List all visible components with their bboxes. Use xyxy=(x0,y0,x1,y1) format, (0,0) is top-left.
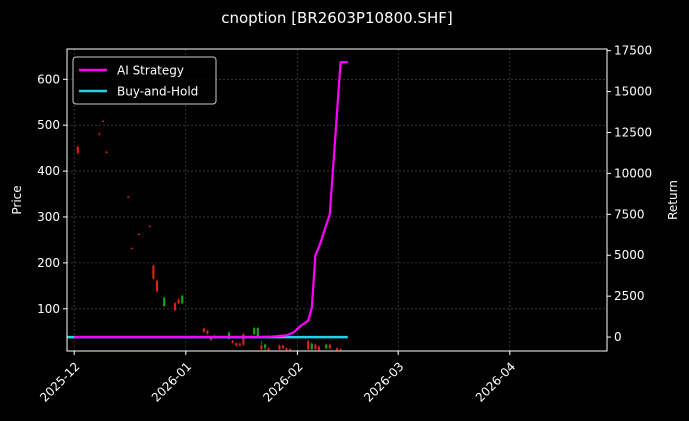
chart-title: cnoption [BR2603P10800.SHF] xyxy=(221,9,453,27)
candle-body xyxy=(148,226,151,228)
candle-body xyxy=(163,297,166,307)
candle-body xyxy=(202,328,205,332)
y-tick-label: 600 xyxy=(37,72,60,86)
y-tick-label: 200 xyxy=(37,256,60,270)
y-tick-label: 100 xyxy=(37,302,60,316)
candle-body xyxy=(317,346,321,351)
y2-tick-label: 17500 xyxy=(614,44,652,58)
plot-frame xyxy=(66,48,608,352)
candle-body xyxy=(267,348,270,351)
candle-body xyxy=(209,338,213,340)
y-tick-label: 500 xyxy=(37,118,60,132)
candle-body xyxy=(328,344,331,349)
legend-label-ai-strategy: AI Strategy xyxy=(117,64,184,78)
legend: AI Strategy Buy-and-Hold xyxy=(72,56,217,105)
y2-tick-label: 2500 xyxy=(614,289,645,303)
y-axis-left: 100 200 300 400 500 600 xyxy=(37,72,67,316)
candle-body xyxy=(325,344,328,349)
candle-body xyxy=(285,348,288,351)
candle-body xyxy=(335,348,339,351)
candle-body xyxy=(181,295,184,304)
y-tick-label: 400 xyxy=(37,164,60,178)
candle-body xyxy=(310,343,313,350)
candle-body xyxy=(127,196,130,198)
candle-body xyxy=(177,299,180,304)
y-axis-right: 0 2500 5000 7500 10000 12500 15000 17500 xyxy=(607,44,652,344)
y2-tick-label: 0 xyxy=(614,330,622,344)
candle-body xyxy=(101,121,105,123)
candle-body xyxy=(227,332,231,339)
grid xyxy=(67,49,607,351)
candle-body xyxy=(238,343,241,346)
candle-body xyxy=(260,345,263,350)
y2-tick-label: 12500 xyxy=(614,125,652,139)
candle-body xyxy=(105,151,108,153)
y2-tick-label: 7500 xyxy=(614,207,645,221)
candles xyxy=(76,120,342,351)
y2-tick-label: 5000 xyxy=(614,248,645,262)
candle-body xyxy=(242,334,245,345)
candle-body xyxy=(231,340,234,343)
y2-tick-label: 10000 xyxy=(614,166,652,180)
candle-body xyxy=(307,340,310,350)
candle-body xyxy=(339,349,342,351)
candle-body xyxy=(289,349,292,351)
candle-body xyxy=(98,133,101,135)
candle-body xyxy=(281,345,285,349)
candle-body xyxy=(76,147,79,153)
series-lines xyxy=(67,60,348,339)
candle-body xyxy=(137,233,141,235)
candle-body xyxy=(173,303,177,311)
candle-body xyxy=(155,280,159,292)
legend-label-buy-and-hold: Buy-and-Hold xyxy=(117,85,198,99)
candle-body xyxy=(235,343,238,346)
candle-body xyxy=(278,345,281,350)
ai-strategy-line xyxy=(74,60,348,339)
candle-body xyxy=(253,328,256,335)
y-axis-label: Price xyxy=(10,185,24,214)
candle-body xyxy=(314,344,317,350)
candle-body xyxy=(130,248,133,250)
y2-axis-label: Return xyxy=(666,180,680,220)
candle-body xyxy=(263,344,267,348)
candle-body xyxy=(256,328,259,337)
candle-body xyxy=(152,265,155,279)
y-tick-label: 300 xyxy=(37,210,60,224)
candle-body xyxy=(206,330,209,334)
legend-box xyxy=(72,56,217,105)
y2-tick-label: 15000 xyxy=(614,85,652,99)
